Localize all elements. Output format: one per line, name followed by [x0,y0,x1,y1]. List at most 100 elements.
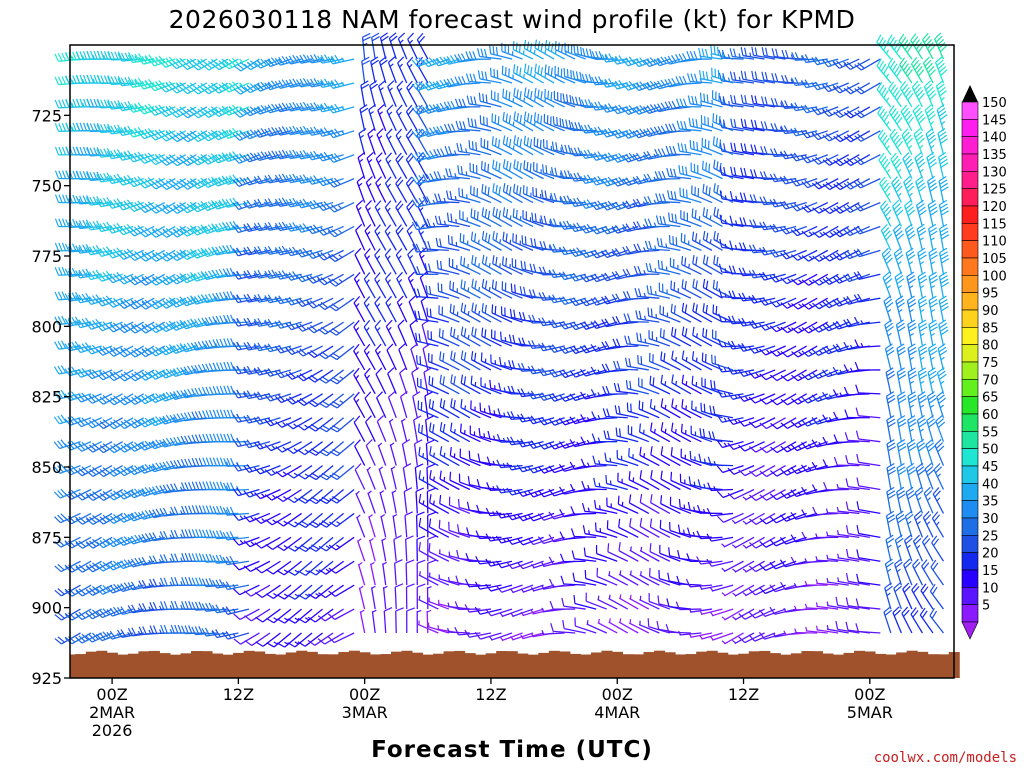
wind-barb [395,176,408,203]
terrain-column [485,653,497,678]
wind-barb [643,196,670,205]
wind-barb [96,75,123,85]
wind-barb [709,405,734,419]
wind-barb [276,512,302,527]
wind-barb [633,265,660,275]
wind-barb [691,231,713,251]
wind-barb [728,265,755,275]
wind-barb [374,200,387,227]
wind-barb [366,466,376,490]
wind-barb [893,582,902,610]
wind-barb [884,582,893,610]
wind-barb [316,102,344,113]
wind-barb [924,462,935,490]
wind-barb [318,417,345,433]
wind-barb [790,249,818,261]
wind-barb [899,57,913,84]
wind-barb [758,246,786,256]
wind-barb [481,303,502,323]
wind-barb [459,448,481,467]
wind-barb [368,104,376,131]
wind-barb [904,199,916,227]
wind-barb [681,326,702,347]
wind-barb [907,319,917,347]
wind-barb [327,128,355,139]
wind-barb [470,351,492,371]
wind-barb [85,245,113,256]
wind-barb [264,80,292,91]
wind-barb [671,350,692,371]
wind-barb [456,142,481,156]
wind-barb [396,80,408,108]
wind-barb [308,536,334,552]
wind-barb [533,112,555,132]
wind-barb [148,439,176,450]
wind-barb [327,201,355,213]
wind-barb [697,504,723,515]
wind-barb [264,222,292,231]
wind-barb [317,249,344,261]
wind-barb [832,320,860,330]
wind-barb [354,247,366,275]
wind-barb [891,199,904,227]
wind-barb [794,605,818,611]
wind-barb [881,247,893,275]
wind-barb [571,96,597,108]
wind-barb [843,273,871,283]
wind-barb [169,367,197,378]
wind-barb [559,220,586,230]
wind-barb [432,79,460,90]
wind-barb [308,465,334,481]
wind-barb [85,608,113,620]
wind-barb [759,512,786,525]
wind-barb [921,559,934,586]
wind-barb [265,512,292,526]
wind-barb [287,536,313,552]
wind-barb [613,360,639,371]
wind-barb [740,118,765,132]
wind-barb [721,632,744,645]
wind-barb [481,230,502,251]
wind-barb [688,632,713,639]
wind-barb [428,572,450,586]
wind-barb [692,255,713,275]
wind-barb [253,198,281,208]
wind-barb [476,48,502,60]
wind-barb [148,462,176,473]
wind-barb [843,249,871,260]
colorbar-label: 35 [982,495,999,510]
y-tick-label: 875 [31,528,62,547]
wind-barb [639,571,660,586]
wind-barb [727,441,755,451]
wind-barb [655,215,681,228]
wind-barb [465,73,491,84]
wind-barb [502,231,523,251]
wind-barb [914,486,924,514]
wind-barb [416,32,429,60]
wind-barb [885,534,895,562]
wind-barb [896,415,907,442]
terrain-column [675,654,687,678]
wind-barb [936,367,947,395]
wind-barb [285,393,313,405]
wind-barb [761,47,786,60]
wind-barb [106,124,134,135]
wind-barb [822,273,850,286]
terrain-column [159,653,171,678]
wind-barb [327,79,355,89]
wind-barb [659,519,681,538]
wind-barb [437,282,460,299]
wind-barb [367,490,376,514]
wind-barb [815,602,839,610]
wind-barb [222,197,250,208]
wind-barb [500,306,523,323]
wind-barb [223,338,249,348]
wind-barb [660,351,681,371]
wind-barb [533,137,555,156]
wind-barb [527,340,555,350]
colorbar-label: 30 [982,512,999,527]
wind-barb [327,54,355,65]
wind-barb [318,393,345,408]
wind-barb [371,32,380,60]
